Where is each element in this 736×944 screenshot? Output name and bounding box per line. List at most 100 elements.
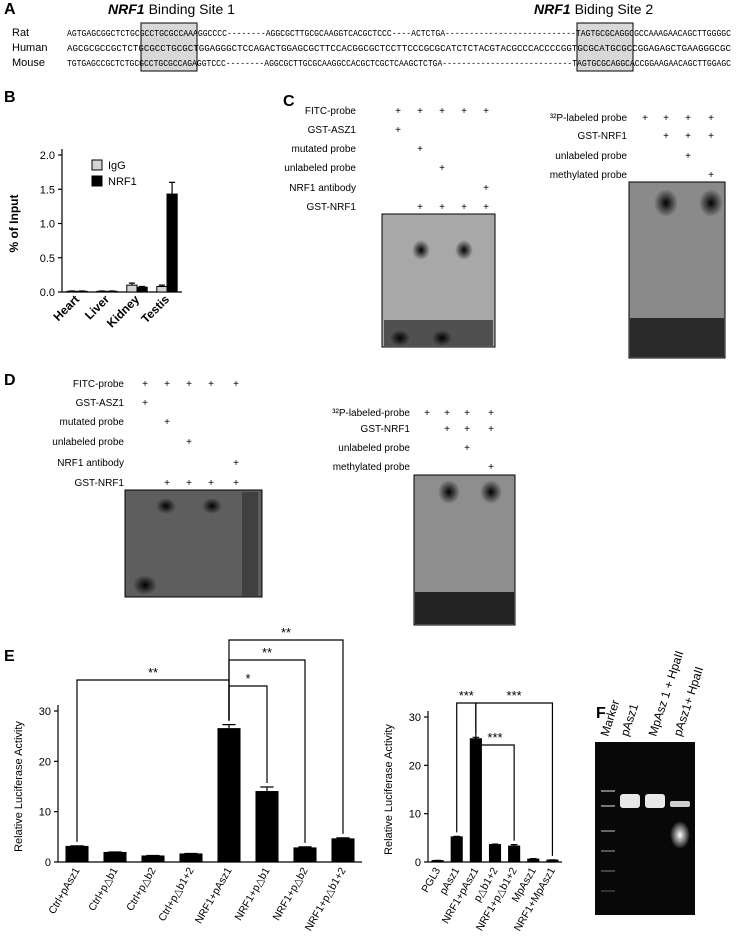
y-tick-label: 1.0 [40,219,55,231]
lane-mark: + [685,131,691,142]
error-bar [146,855,159,856]
legend-swatch [92,160,102,170]
bar [256,792,278,862]
condition-label: GST-NRF1 [75,478,125,489]
lane-mark: + [208,379,214,390]
panel-letter: E [4,648,15,665]
condition-label: GST-NRF1 [307,202,357,213]
y-tick-label: 30 [409,712,421,724]
condition-label: methylated probe [333,462,411,473]
x-tick-label: Ctrl+p△b2 [124,865,158,913]
bar [332,839,354,862]
panel-letter: A [4,1,16,18]
legend-label: NRF1 [108,176,137,188]
significance-label: *** [507,688,522,703]
lane-mark: + [685,151,691,162]
bar [137,287,147,292]
y-axis-label: Relative Luciferase Activity [383,724,395,855]
gel [125,490,262,597]
lane-mark: + [186,478,192,489]
lane-mark: + [685,113,691,124]
lane-mark: + [233,478,239,489]
error-bar [222,725,235,729]
gel [595,742,695,915]
y-axis-label: % of Input [7,195,21,253]
bar [294,848,316,862]
condition-label: FITC-probe [73,379,125,390]
sequence: AGCGCGCCGCTCTGCGCCTGCGCTGGAGGGCTCCAGACTG… [67,44,732,54]
lane-mark: + [395,125,401,136]
panel-letter: C [283,93,295,110]
lane-mark: + [417,202,423,213]
lane-mark: + [464,408,470,419]
lane-mark: + [483,202,489,213]
significance-label: ** [262,645,272,660]
x-tick-label: Ctrl+p△b1 [86,865,120,913]
y-tick-label: 2.0 [40,150,55,162]
significance-label: ** [148,665,158,680]
y-tick-label: 1.5 [40,184,55,196]
lane-mark: + [444,408,450,419]
bar [157,287,167,292]
lane-mark: + [164,379,170,390]
panel-letter: D [4,372,16,389]
x-tick-label: NRF1+p△b1 [233,865,273,922]
lane-mark: + [233,458,239,469]
sequence: TGTGAGCCGCTCTGCGCCTGCGCCAGAGGTCCC-------… [67,59,732,69]
lane-mark: + [461,106,467,117]
bar [489,845,500,862]
lane-mark: + [663,131,669,142]
condition-label: FITC-probe [305,106,357,117]
lane-mark: + [439,163,445,174]
condition-label: GST-NRF1 [578,131,628,142]
y-tick-label: 0.5 [40,253,55,265]
y-tick-label: 0 [45,857,51,869]
error-bar [184,853,197,854]
condition-label: mutated probe [292,144,357,155]
condition-label: GST-ASZ1 [76,398,125,409]
lane-mark: + [439,202,445,213]
legend-swatch [92,176,102,186]
x-tick-label: NRF1+p△b1+2 [303,865,349,933]
condition-label: methylated probe [550,170,628,181]
significance-bracket [77,680,229,842]
significance-label: *** [459,688,474,703]
condition-label: ³²P-labeled-probe [332,408,410,419]
bar [127,285,137,292]
x-tick-label: Testis [138,292,172,326]
site-label: Biding Site 2 [575,1,654,17]
x-tick-label: NRF1+p△b2 [271,865,311,922]
lane-mark: + [417,106,423,117]
gel [382,214,495,347]
panel-letter: B [4,89,16,106]
gel [414,475,515,625]
lane-mark: + [186,379,192,390]
condition-label: unlabeled probe [284,163,356,174]
site-gene: NRF1 [534,1,571,17]
y-tick-label: 20 [39,756,51,768]
y-tick-label: 10 [39,807,51,819]
condition-label: NRF1 antibody [57,458,124,469]
lane-mark: + [488,408,494,419]
x-tick-label: Ctrl+p△b1+2 [156,865,196,923]
bar [509,846,520,862]
y-tick-label: 10 [409,809,421,821]
x-tick-label: Kidney [104,292,142,330]
condition-label: unlabeled probe [52,437,124,448]
lane-mark: + [464,424,470,435]
lane-mark: + [708,131,714,142]
bar [451,837,462,862]
condition-label: GST-ASZ1 [308,125,357,136]
site-label: Binding Site 1 [149,1,236,17]
condition-label: unlabeled probe [338,443,410,454]
site-gene: NRF1 [108,1,145,17]
lane-label: pAsz1 [618,702,642,738]
species-label: Human [12,42,47,54]
species-label: Rat [12,27,29,39]
significance-label: * [245,671,250,686]
lane-mark: + [483,106,489,117]
condition-label: ³²P-labeled probe [550,113,628,124]
lane-mark: + [642,113,648,124]
